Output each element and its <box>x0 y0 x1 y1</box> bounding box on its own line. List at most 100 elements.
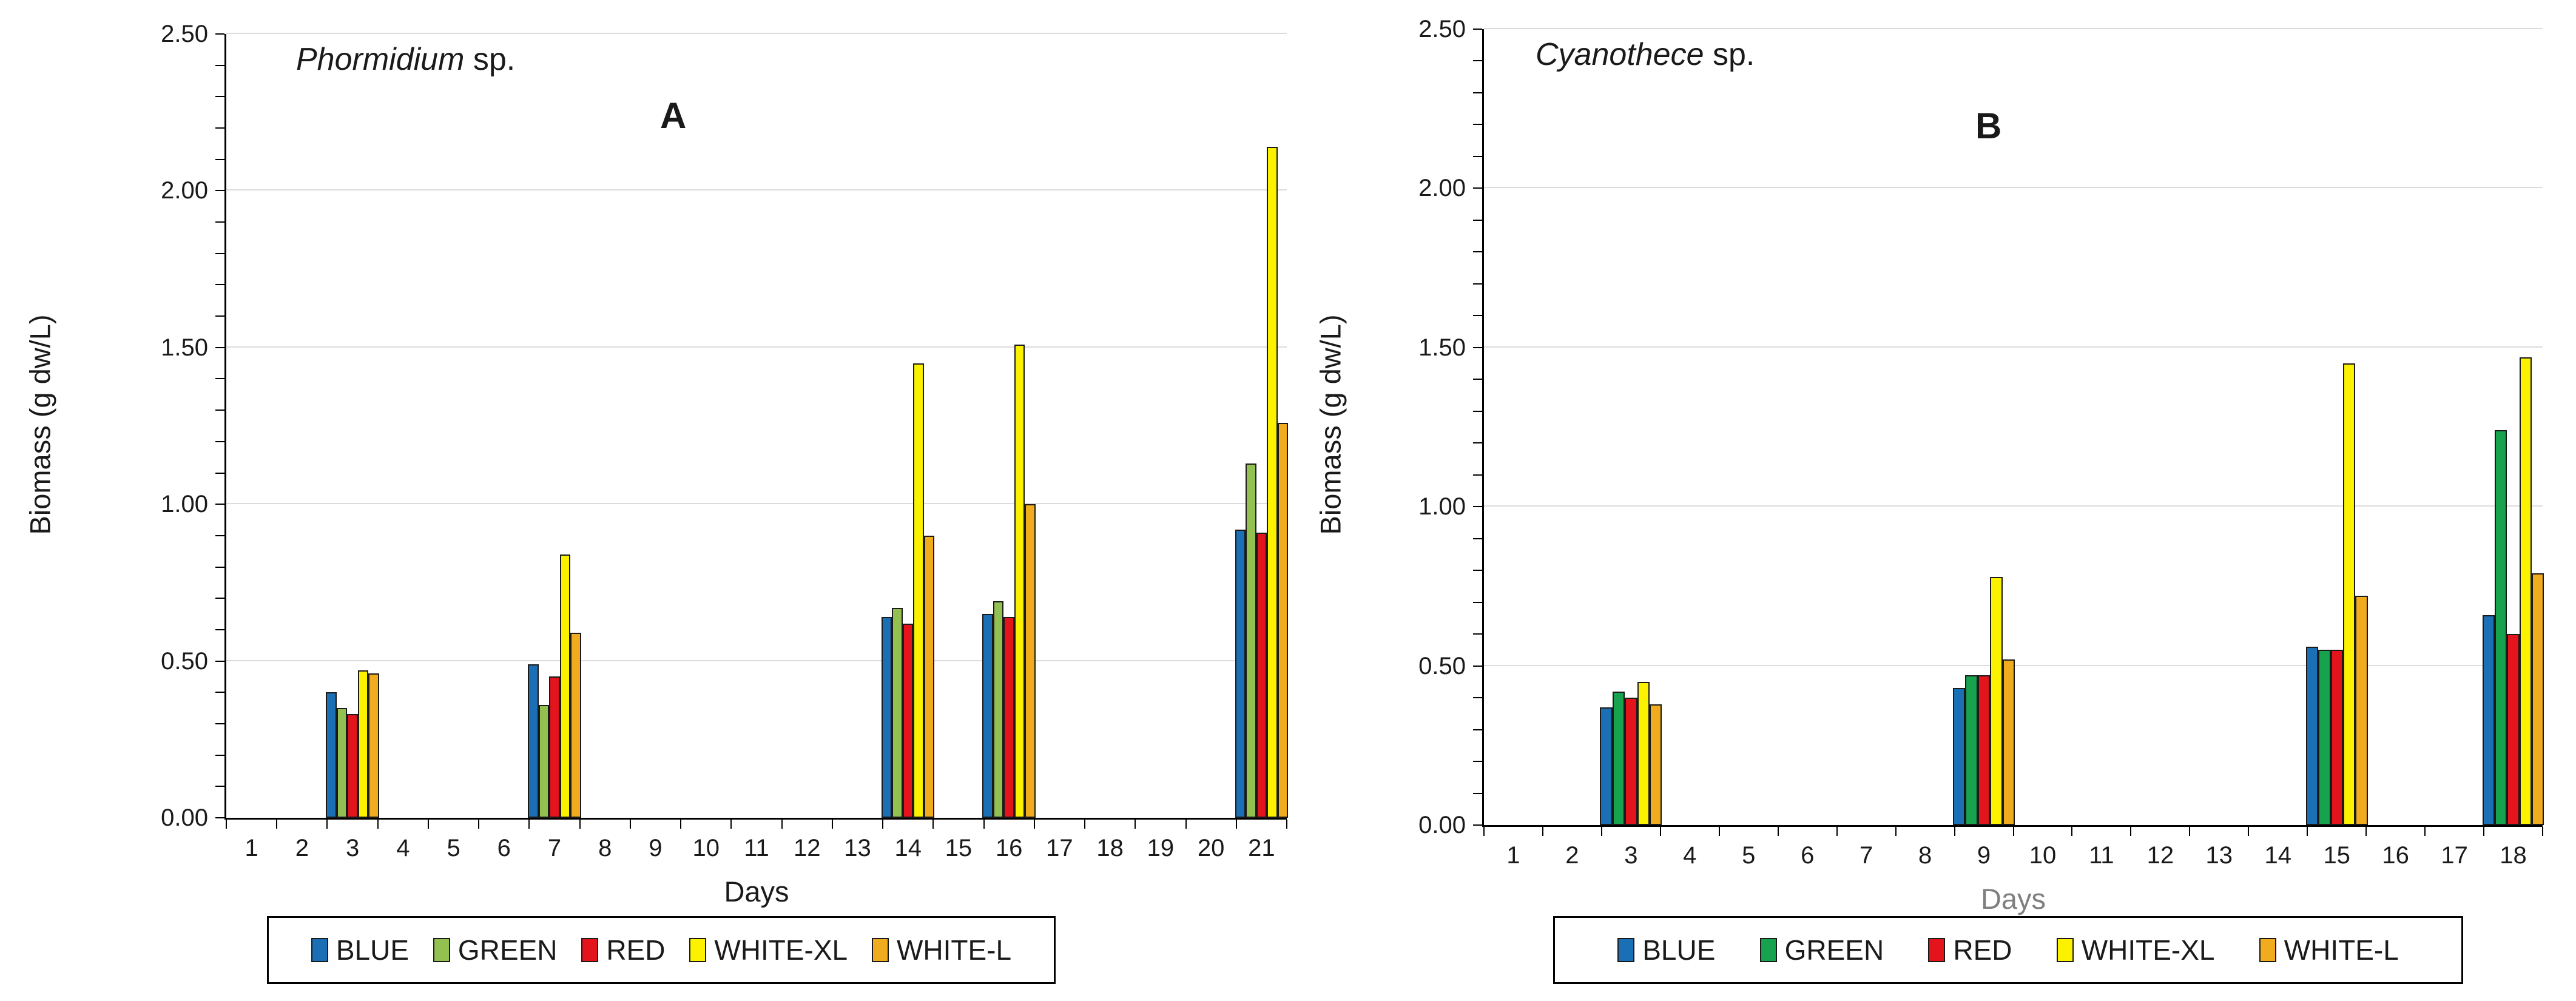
bar-white-l-day-3 <box>1649 704 1662 825</box>
x-tick-label: 9 <box>1977 842 1991 869</box>
x-axis-tick <box>1033 820 1035 829</box>
legend-swatch-green-icon <box>433 938 450 962</box>
bar-red-day-21 <box>1256 532 1267 818</box>
y-axis-tick <box>1473 538 1482 539</box>
x-axis-tick <box>1483 827 1485 836</box>
bar-blue-day-9 <box>1953 688 1966 825</box>
legend-swatch-white-xl-icon <box>2056 938 2074 962</box>
y-axis-tick <box>215 754 224 756</box>
panel-cyanothece: Biomass (g dw/L) Cyanothece sp. B Days 0… <box>1288 0 2576 1001</box>
legend-label: BLUE <box>335 934 410 966</box>
y-axis-tick <box>215 440 224 442</box>
x-axis-tick <box>730 820 732 829</box>
bar-green-day-3 <box>1612 691 1625 825</box>
chart-title-suffix: sp. <box>464 42 516 77</box>
y-axis-tick <box>1473 283 1482 285</box>
x-tick-label: 3 <box>1624 842 1638 869</box>
x-axis-tick <box>1235 820 1237 829</box>
y-axis-tick <box>1473 506 1482 508</box>
x-tick-label: 18 <box>2500 842 2527 869</box>
gridline <box>1484 28 2543 29</box>
y-axis-tick <box>1473 410 1482 412</box>
x-tick-label: 5 <box>447 835 460 861</box>
x-axis-tick <box>831 820 833 829</box>
y-axis-tick <box>1473 824 1482 826</box>
plot-area: Cyanothece sp. B Days 0.00 0.50 1.00 1.50 2.… <box>1418 17 2544 915</box>
bar-blue-day-21 <box>1235 529 1246 818</box>
y-tick-label: 1.50 <box>1418 334 1466 361</box>
y-axis-tick <box>1473 442 1482 444</box>
x-tick-label: 17 <box>1046 835 1073 861</box>
chart-title: Phormidium sp. <box>296 41 515 78</box>
y-tick-label: 1.00 <box>161 491 208 518</box>
x-axis-tick <box>2130 827 2132 836</box>
bar-blue-day-3 <box>1600 707 1613 825</box>
y-axis-title: Biomass (g dw/L) <box>24 314 56 535</box>
y-tick-label: 1.50 <box>161 334 208 361</box>
x-axis-tick <box>1084 820 1086 829</box>
legend-swatch-red-icon <box>1928 938 1946 962</box>
x-axis-tick <box>226 820 227 829</box>
legend: BLUE GREEN RED WHITE-XL WHITE-L <box>1553 916 2463 984</box>
y-axis-tick <box>215 504 224 505</box>
legend-label: BLUE <box>1642 934 1716 966</box>
x-tick-label: 10 <box>2029 842 2057 869</box>
y-axis-tick <box>215 723 224 724</box>
y-axis-tick <box>215 598 224 599</box>
legend-item-green: GREEN <box>433 934 557 966</box>
bar-white-xl-day-9 <box>1990 576 2003 825</box>
x-tick-label: 14 <box>2264 842 2292 869</box>
y-axis-tick <box>215 629 224 630</box>
x-tick-label: 6 <box>497 835 511 861</box>
bar-white-xl-day-15 <box>2342 363 2356 825</box>
y-axis-tick <box>1473 29 1482 30</box>
bar-white-l-day-7 <box>570 633 581 818</box>
x-axis-tick <box>2071 827 2073 836</box>
y-axis-tick <box>1473 187 1482 189</box>
x-axis-tick <box>377 820 379 829</box>
y-tick-label: 0.00 <box>1418 812 1466 838</box>
y-axis-tick <box>1473 665 1482 667</box>
x-axis-tick <box>629 820 631 829</box>
bar-white-xl-day-3 <box>357 670 369 818</box>
bar-red-day-3 <box>347 714 358 818</box>
y-axis-tick <box>1473 761 1482 763</box>
y-tick-label: 2.00 <box>161 177 208 204</box>
bar-red-day-9 <box>1977 675 1991 825</box>
y-tick-label: 2.50 <box>161 21 208 47</box>
y-axis-tick <box>215 252 224 254</box>
gridline <box>1484 505 2543 507</box>
y-axis-tick <box>1473 219 1482 221</box>
y-axis-tick <box>1473 570 1482 571</box>
bar-white-xl-day-21 <box>1267 147 1278 818</box>
x-tick-label: 3 <box>345 835 360 861</box>
x-axis-tick <box>478 820 480 829</box>
legend-swatch-red-icon <box>581 938 599 962</box>
legend-item-red: RED <box>581 934 665 966</box>
legend-label: WHITE-XL <box>714 934 848 966</box>
x-tick-label: 10 <box>692 835 720 861</box>
bar-blue-day-15 <box>2305 647 2319 825</box>
bar-green-day-21 <box>1246 463 1256 818</box>
x-tick-label: 12 <box>793 835 821 861</box>
bar-white-l-day-14 <box>923 535 935 818</box>
chart-title-genus: Cyanothece <box>1536 37 1704 72</box>
gridline <box>226 503 1287 505</box>
x-axis-tick <box>1954 827 1955 836</box>
panel-phormidium: Biomass (g dw/L) Phormidium sp. A Days 0… <box>24 21 1289 984</box>
y-axis-title: Biomass (g dw/L) <box>1314 314 1347 535</box>
bar-blue-day-18 <box>2482 615 2495 825</box>
y-tick-label: 1.00 <box>1418 493 1466 521</box>
legend-label: GREEN <box>1784 934 1884 966</box>
legend-item-blue: BLUE <box>1617 934 1715 966</box>
bar-blue-day-3 <box>326 692 337 818</box>
bar-green-day-16 <box>993 601 1004 818</box>
legend-item-white-xl: WHITE-XL <box>689 934 848 966</box>
y-tick-label: 2.50 <box>1418 16 1466 42</box>
x-tick-label: 18 <box>1096 835 1124 861</box>
x-tick-label: 2 <box>1565 842 1579 869</box>
x-axis-title: Days <box>1980 883 2046 915</box>
bar-white-l-day-15 <box>2355 596 2368 825</box>
x-tick-label: 1 <box>1506 842 1520 869</box>
x-axis-tick <box>2248 827 2250 836</box>
